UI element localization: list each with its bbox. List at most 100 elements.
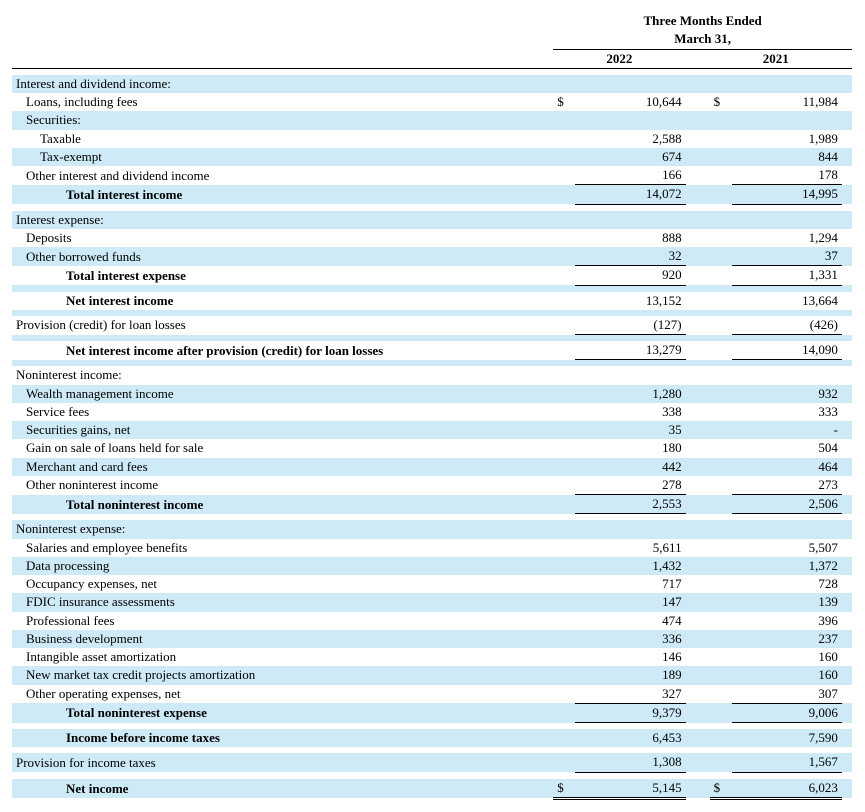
row-label: Salaries and employee benefits	[12, 539, 553, 557]
cell-value: 442	[575, 458, 685, 476]
cell-value: 327	[575, 685, 685, 704]
cell-value: 336	[575, 630, 685, 648]
row-label: Total interest income	[12, 185, 553, 204]
row-occupancy: Occupancy expenses, net 717 728	[12, 575, 852, 593]
section-interest-income: Interest and dividend income:	[12, 75, 852, 93]
cell-value: 278	[575, 476, 685, 495]
income-statement-table: Three Months Ended March 31, 2022 2021 I…	[12, 12, 852, 800]
cell-value: 10,644	[575, 93, 685, 111]
row-label: Intangible asset amortization	[12, 648, 553, 666]
row-gain-on-sale: Gain on sale of loans held for sale 180 …	[12, 439, 852, 457]
section-label: Noninterest expense:	[12, 520, 553, 538]
cell-value: 728	[732, 575, 842, 593]
row-label: Business development	[12, 630, 553, 648]
row-taxable: Taxable 2,588 1,989	[12, 130, 852, 148]
section-label: Interest expense:	[12, 211, 553, 229]
row-label: Provision (credit) for loan losses	[12, 316, 553, 335]
row-label: Net interest income after provision (cre…	[12, 341, 553, 360]
cell-value: 13,152	[575, 292, 685, 310]
cell-value: 180	[575, 439, 685, 457]
section-noninterest-expense: Noninterest expense:	[12, 520, 852, 538]
row-other-op-exp: Other operating expenses, net 327 307	[12, 685, 852, 704]
cell-value: 333	[732, 403, 842, 421]
row-label: Taxable	[12, 130, 553, 148]
cell-value: 178	[732, 166, 842, 185]
row-other-nonint-income: Other noninterest income 278 273	[12, 476, 852, 495]
header-row-2: March 31,	[12, 30, 852, 49]
row-label: FDIC insurance assessments	[12, 593, 553, 611]
row-other-borrowed: Other borrowed funds 32 37	[12, 247, 852, 266]
cell-value: 2,506	[732, 495, 842, 514]
row-other-interest: Other interest and dividend income 166 1…	[12, 166, 852, 185]
currency-symbol: $	[710, 93, 732, 111]
cell-value: 166	[575, 166, 685, 185]
cell-value: 464	[732, 458, 842, 476]
row-label: Other borrowed funds	[12, 247, 553, 266]
header-row-years: 2022 2021	[12, 49, 852, 68]
cell-value: 147	[575, 593, 685, 611]
row-nmtc-amort: New market tax credit projects amortizat…	[12, 666, 852, 684]
cell-value: (426)	[732, 316, 842, 335]
cell-value: 5,611	[575, 539, 685, 557]
row-total-interest-income: Total interest income 14,072 14,995	[12, 185, 852, 204]
row-label: Other operating expenses, net	[12, 685, 553, 704]
cell-value: 1,294	[732, 229, 842, 247]
cell-value: 1,331	[732, 266, 842, 285]
period-sub: March 31,	[553, 30, 852, 49]
row-service-fees: Service fees 338 333	[12, 403, 852, 421]
cell-value: 32	[575, 247, 685, 266]
cell-value: 7,590	[732, 729, 842, 747]
cell-value: 14,090	[732, 341, 842, 360]
cell-value: 139	[732, 593, 842, 611]
row-label: Net income	[12, 779, 553, 799]
row-label: Merchant and card fees	[12, 458, 553, 476]
cell-value: 14,072	[575, 185, 685, 204]
row-securities-gains: Securities gains, net 35 -	[12, 421, 852, 439]
cell-value: 9,379	[575, 703, 685, 722]
cell-value: 1,280	[575, 385, 685, 403]
row-label: Tax-exempt	[12, 148, 553, 166]
cell-value: 474	[575, 612, 685, 630]
row-label: Data processing	[12, 557, 553, 575]
cell-value: -	[732, 421, 842, 439]
row-fdic: FDIC insurance assessments 147 139	[12, 593, 852, 611]
row-label: Provision for income taxes	[12, 753, 553, 772]
row-total-nonint-income: Total noninterest income 2,553 2,506	[12, 495, 852, 514]
cell-value: 35	[575, 421, 685, 439]
section-label: Noninterest income:	[12, 366, 553, 384]
col-year-1: 2022	[553, 49, 685, 68]
cell-value: 11,984	[732, 93, 842, 111]
row-business-dev: Business development 336 237	[12, 630, 852, 648]
row-label: Other interest and dividend income	[12, 166, 553, 185]
row-label: Net interest income	[12, 292, 553, 310]
row-total-nonint-expense: Total noninterest expense 9,379 9,006	[12, 703, 852, 722]
row-provision-tax: Provision for income taxes 1,308 1,567	[12, 753, 852, 772]
cell-value: 844	[732, 148, 842, 166]
row-loans: Loans, including fees $ 10,644 $ 11,984	[12, 93, 852, 111]
cell-value: 396	[732, 612, 842, 630]
cell-value: 338	[575, 403, 685, 421]
row-label: Total interest expense	[12, 266, 553, 285]
row-label: Service fees	[12, 403, 553, 421]
col-year-2: 2021	[710, 49, 842, 68]
row-label: Deposits	[12, 229, 553, 247]
cell-value: 1,372	[732, 557, 842, 575]
cell-value: 13,664	[732, 292, 842, 310]
row-merchant-card: Merchant and card fees 442 464	[12, 458, 852, 476]
cell-value: 932	[732, 385, 842, 403]
row-provision-loan-losses: Provision (credit) for loan losses (127)…	[12, 316, 852, 335]
row-label: Securities:	[12, 111, 553, 129]
row-label: Income before income taxes	[12, 729, 553, 747]
row-intangible-amort: Intangible asset amortization 146 160	[12, 648, 852, 666]
row-net-after-provision: Net interest income after provision (cre…	[12, 341, 852, 360]
cell-value: 146	[575, 648, 685, 666]
section-label: Interest and dividend income:	[12, 75, 553, 93]
cell-value: 307	[732, 685, 842, 704]
currency-symbol: $	[553, 93, 575, 111]
cell-value: 237	[732, 630, 842, 648]
cell-value: 5,145	[575, 779, 685, 799]
row-label: Total noninterest expense	[12, 703, 553, 722]
row-label: Securities gains, net	[12, 421, 553, 439]
currency-symbol: $	[553, 779, 575, 799]
cell-value: 160	[732, 666, 842, 684]
